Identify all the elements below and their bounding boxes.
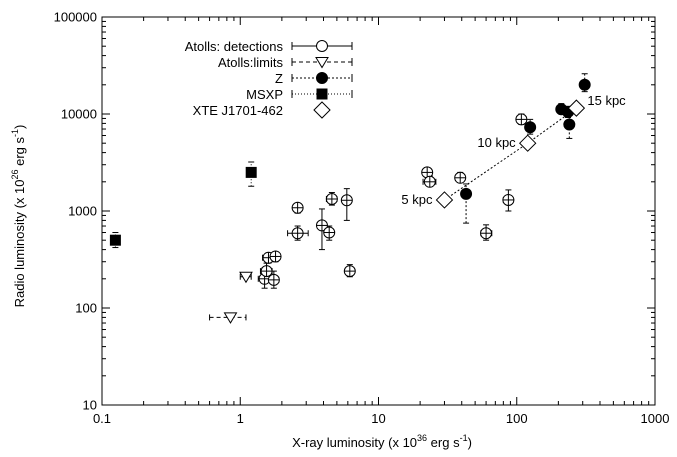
legend-label-atoll-detections: Atolls: detections xyxy=(185,39,284,54)
legend-entry-z: Z xyxy=(275,71,353,86)
legend-label-msxp: MSXP xyxy=(246,87,283,102)
legend-label-xte: XTE J1701-462 xyxy=(193,103,283,118)
distance-annotations: 5 kpc 10 kpc 15 kpc xyxy=(401,93,626,207)
xte-connecting-line xyxy=(444,107,577,201)
data-point-z xyxy=(578,78,591,91)
data-point-xte xyxy=(567,99,586,117)
data-point-atoll-detection xyxy=(454,171,467,184)
legend-label-z: Z xyxy=(275,71,283,86)
data-markers xyxy=(109,78,591,324)
data-point-atoll-detection xyxy=(340,194,353,207)
x-tick-labels: 0.1 1 10 100 1000 xyxy=(93,411,670,426)
data-point-atoll-detection xyxy=(269,250,282,263)
legend-marker-square-icon xyxy=(316,88,328,100)
y-tick-label: 100 xyxy=(75,301,97,316)
data-point-atoll-detection xyxy=(260,265,273,278)
data-point-atoll-detection xyxy=(267,273,280,286)
y-tick-label: 10 xyxy=(83,398,97,413)
x-tick-label: 0.1 xyxy=(93,411,111,426)
data-point-atoll-detection xyxy=(291,201,304,214)
x-tick-label: 10 xyxy=(371,411,385,426)
y-tick-labels: 10 100 1000 10000 100000 xyxy=(54,10,97,413)
x-tick-label: 100 xyxy=(506,411,528,426)
data-point-xte xyxy=(518,134,537,152)
legend-entry-atoll-detections: Atolls: detections xyxy=(185,39,353,54)
legend-entry-xte: XTE J1701-462 xyxy=(193,101,331,119)
plot-frame xyxy=(101,16,656,406)
legend-marker-triangle-icon xyxy=(315,57,329,69)
legend-entry-msxp: MSXP xyxy=(246,87,353,102)
xte-connecting-line xyxy=(444,107,577,201)
legend-label-atoll-limits: Atolls:limits xyxy=(218,55,284,70)
legend-entry-atoll-limits: Atolls:limits xyxy=(218,55,353,70)
x-tick-label: 1000 xyxy=(641,411,670,426)
x-tick-label: 1 xyxy=(237,411,244,426)
data-point-atoll-detection xyxy=(423,175,436,188)
legend-marker-diamond-icon xyxy=(313,101,331,119)
y-tick-label: 1000 xyxy=(68,204,97,219)
data-point-msxp xyxy=(109,234,121,246)
distance-annotation: 5 kpc xyxy=(401,192,433,207)
data-point-atoll-detection xyxy=(291,227,304,240)
data-point-atoll-detection xyxy=(502,193,515,206)
x-axis-title: X-ray luminosity (x 1036 erg s-1) xyxy=(292,433,472,450)
distance-annotation: 15 kpc xyxy=(587,93,626,108)
axis-ticks xyxy=(101,16,656,406)
data-point-atoll-detection xyxy=(323,226,336,239)
data-point-atoll-detection xyxy=(343,265,356,278)
y-tick-label: 10000 xyxy=(61,107,97,122)
data-point-msxp xyxy=(245,166,257,178)
data-point-atoll-limit xyxy=(239,271,253,284)
data-point-atoll-detection xyxy=(480,227,493,240)
data-point-xte xyxy=(435,191,454,209)
y-axis-title: Radio luminosity (x 1026 erg s-1) xyxy=(10,125,27,308)
data-point-atoll-detection xyxy=(421,166,434,179)
distance-annotation: 10 kpc xyxy=(477,135,516,150)
legend-marker-circle-icon xyxy=(316,40,328,52)
legend-marker-filled-circle-icon xyxy=(316,72,328,84)
data-point-atoll-detection xyxy=(315,219,328,232)
legend: Atolls: detections Atolls:limits Z MSXP xyxy=(185,39,353,119)
y-tick-label: 100000 xyxy=(54,10,97,25)
data-point-z xyxy=(563,118,576,131)
data-point-z xyxy=(524,121,537,134)
data-point-z xyxy=(460,187,473,200)
data-point-atoll-limit xyxy=(223,312,238,324)
data-point-atoll-detection xyxy=(515,113,528,126)
data-point-atoll-detection xyxy=(325,192,338,205)
